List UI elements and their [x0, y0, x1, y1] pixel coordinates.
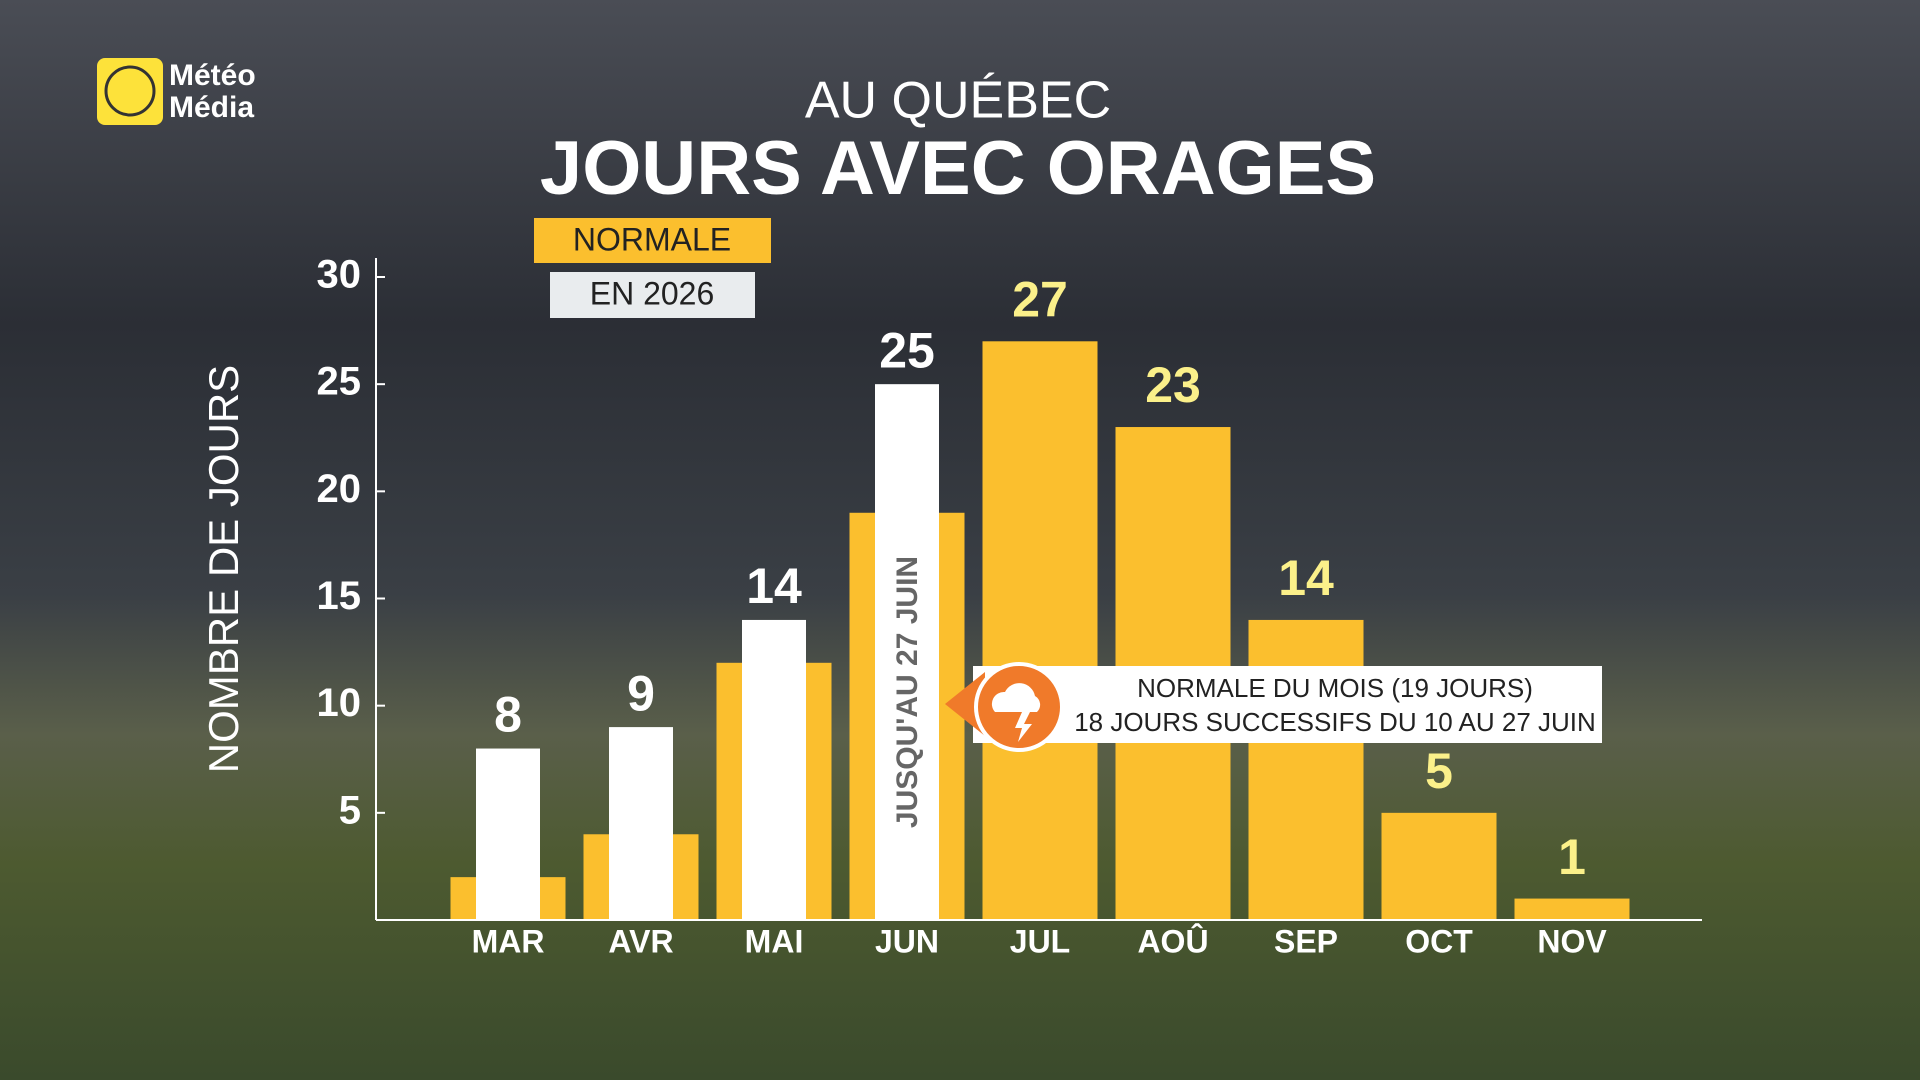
y-axis-label: NOMBRE DE JOURS	[200, 365, 247, 773]
x-tick-label: NOV	[1537, 923, 1607, 959]
legend-label: NORMALE	[573, 221, 731, 257]
callout-cloud	[991, 683, 1041, 712]
x-tick-label: JUL	[1010, 923, 1070, 959]
bar	[1248, 619, 1364, 920]
x-tick-label: MAR	[472, 923, 545, 959]
bar	[1381, 812, 1497, 920]
data-label: 5	[1425, 743, 1453, 799]
legend-swatch	[550, 272, 755, 318]
callout-box	[973, 666, 1602, 743]
y-tick-label: 5	[339, 788, 361, 832]
data-label: 27	[1012, 272, 1068, 328]
logo: Météo Média	[97, 58, 256, 125]
x-tick-label: MAI	[745, 923, 804, 959]
y-tick-label: 30	[317, 253, 362, 297]
bar	[609, 727, 673, 920]
bar-annotation: JUSQU'AU 27 JUIN	[891, 556, 924, 828]
chart-subtitle: AU QUÉBEC	[805, 72, 1111, 130]
data-label: 14	[1278, 550, 1334, 606]
data-label: 25	[879, 322, 935, 378]
bar	[742, 619, 806, 920]
logo-text: Météo	[169, 59, 256, 92]
y-tick-label: 10	[317, 681, 362, 725]
callout-bolt	[1015, 712, 1032, 742]
y-tick-label: 20	[317, 467, 362, 511]
legend: NORMALE EN 2026	[534, 218, 771, 318]
x-tick-label: SEP	[1274, 923, 1338, 959]
y-tick-label: 15	[317, 574, 362, 618]
logo-globe	[104, 65, 156, 117]
bar	[875, 384, 939, 921]
bar	[476, 748, 540, 920]
data-label: 23	[1145, 357, 1201, 413]
callout-text: 18 JOURS SUCCESSIFS DU 10 AU 27 JUIN	[1074, 707, 1596, 737]
bar	[982, 341, 1098, 920]
data-label: 9	[627, 665, 655, 721]
callout-text: NORMALE DU MOIS (19 JOURS)	[1137, 673, 1533, 703]
x-tick-label: AOÛ	[1137, 923, 1208, 959]
data-label: 14	[746, 558, 802, 614]
data-label: 1	[1558, 829, 1586, 885]
x-tick-label: JUN	[875, 923, 939, 959]
data-label: 8	[494, 687, 522, 743]
legend-swatch	[534, 218, 771, 263]
chart-title: JOURS AVEC ORAGES	[540, 126, 1376, 211]
legend-label: EN 2026	[590, 275, 715, 311]
y-tick-label: 25	[317, 360, 362, 404]
callout-pointer	[945, 672, 985, 736]
x-tick-label: AVR	[608, 923, 673, 959]
x-tick-label: OCT	[1405, 923, 1473, 959]
bar	[1514, 898, 1630, 920]
logo-text: Média	[169, 91, 254, 124]
